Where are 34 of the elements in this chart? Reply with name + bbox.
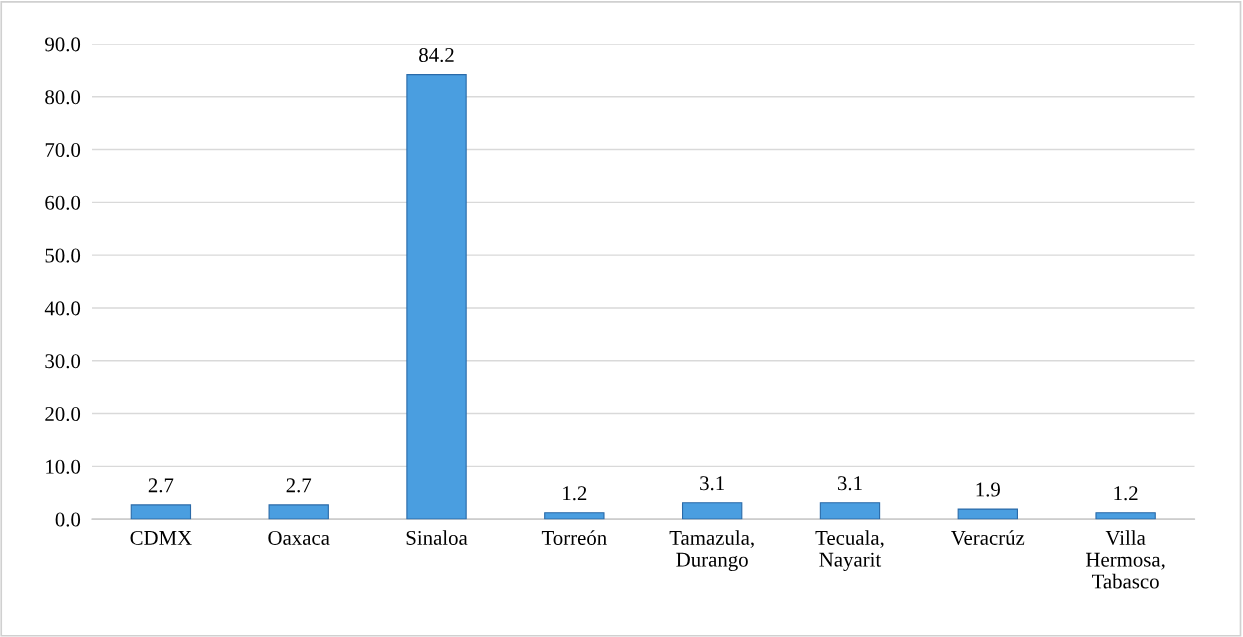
- data-label: 1.9: [976, 482, 1000, 497]
- x-tick-label: Torreón: [541, 530, 607, 545]
- y-tick-label: 80.0: [45, 90, 81, 105]
- data-label: 2.7: [286, 478, 312, 493]
- bar: [1095, 512, 1156, 520]
- data-label: 3.1: [700, 476, 724, 491]
- bar: [957, 508, 1018, 520]
- data-label: 2.7: [148, 478, 174, 493]
- y-tick-label: 70.0: [45, 142, 81, 158]
- x-tick-label: Oaxaca: [268, 530, 330, 545]
- x-tick-label: Sinaloa: [406, 530, 468, 545]
- x-tick-label: Tecuala, Nayarit: [815, 530, 884, 571]
- y-tick-label: 30.0: [45, 354, 81, 369]
- bar: [819, 502, 881, 520]
- y-tick-label: 50.0: [45, 248, 81, 263]
- y-tick-label: 10.0: [46, 459, 81, 474]
- y-tick-label: 90.0: [45, 37, 81, 52]
- x-tick-label: Villa Hermosa, Tabasco: [1086, 530, 1165, 589]
- x-tick-label: CDMX: [130, 530, 192, 545]
- y-tick-label: 60.0: [45, 195, 81, 210]
- data-label: 1.2: [563, 486, 587, 501]
- data-label: 1.2: [1114, 486, 1138, 501]
- data-label: 3.1: [837, 476, 862, 491]
- x-tick-label: Tamazula, Durango: [669, 530, 754, 571]
- bar: [406, 74, 467, 520]
- bar: [268, 504, 329, 520]
- bar: [544, 512, 605, 520]
- bar: [681, 502, 743, 520]
- y-tick-label: 0.0: [55, 512, 81, 527]
- x-tick-label: Veracrúz: [951, 530, 1025, 546]
- bar: [130, 504, 192, 520]
- y-tick-label: 20.0: [45, 406, 81, 422]
- data-label: 84.2: [419, 47, 454, 63]
- y-tick-label: 40.0: [44, 301, 81, 316]
